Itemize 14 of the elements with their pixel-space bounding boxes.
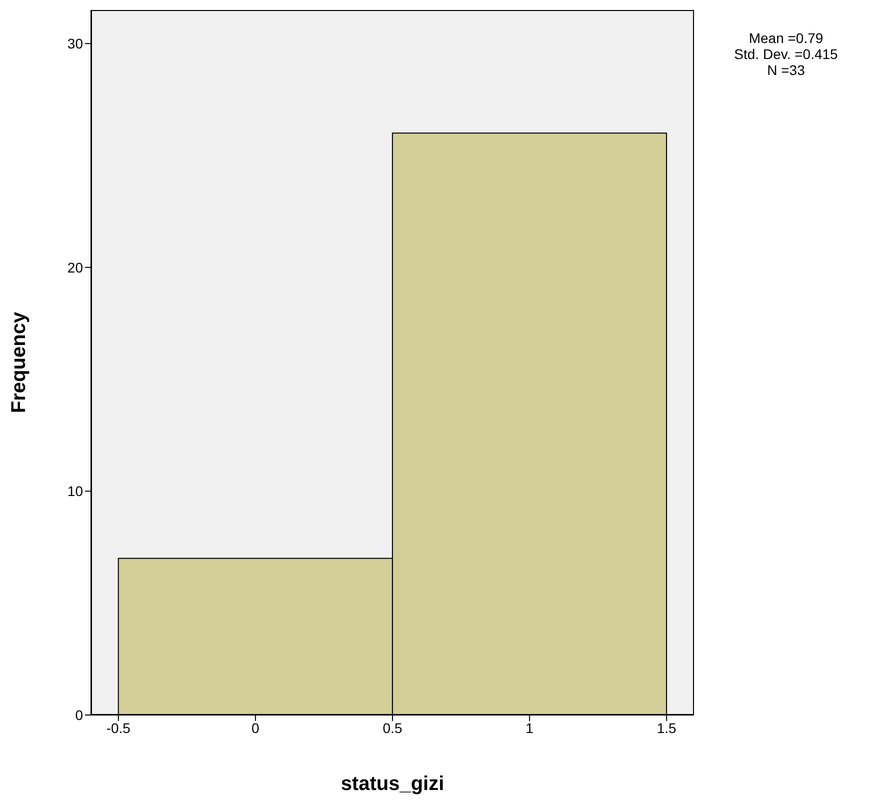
x-tick-label: -0.5 xyxy=(106,720,131,736)
x-axis-title: status_gizi xyxy=(340,773,444,795)
x-tick-label: 1.5 xyxy=(656,720,677,736)
text: Std. Dev. =0.415 xyxy=(733,46,839,62)
x-tick-label: 0.5 xyxy=(382,720,402,736)
x-tick-label: 1 xyxy=(526,720,534,736)
y-tick-label: 20 xyxy=(67,259,84,276)
y-tick-label: 0 xyxy=(75,706,84,723)
text: N =33 xyxy=(766,62,806,78)
text: Mean =0.79 xyxy=(748,30,824,46)
y-tick-label: 30 xyxy=(67,36,84,52)
x-tick-label: 0 xyxy=(252,720,260,736)
y-axis-title: Frequency xyxy=(8,311,30,414)
y-tick-label: 10 xyxy=(67,483,84,500)
